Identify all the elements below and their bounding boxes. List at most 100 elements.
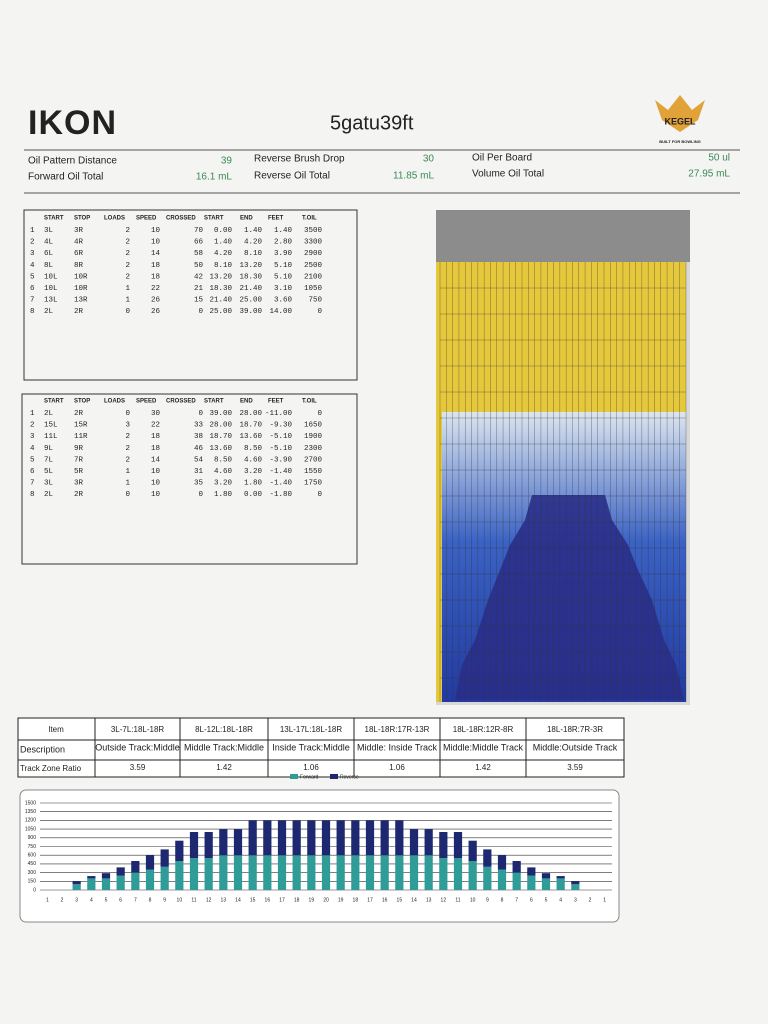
table-cell: -3.90: [269, 456, 292, 464]
lane-oil-front: [440, 262, 686, 412]
column-header: STOP: [74, 399, 90, 405]
x-tick-label: 5: [105, 897, 108, 903]
table-cell: 1550: [304, 468, 323, 476]
table-cell: -1.40: [269, 480, 292, 488]
bar-segment: [145, 869, 155, 890]
x-tick-label: 15: [250, 897, 256, 903]
table-cell: 6R: [74, 250, 84, 258]
bar-segment: [409, 829, 419, 856]
bar-segment: [131, 872, 140, 890]
zone-ratio: 1.06: [389, 763, 405, 772]
table-cell: 6: [30, 468, 35, 476]
x-tick-label: 3: [574, 897, 577, 903]
bar-segment: [527, 875, 536, 890]
table-cell: 7L: [44, 456, 54, 464]
table-cell: 8: [30, 308, 35, 316]
table-cell: 4.60: [214, 468, 233, 476]
table-cell: 7R: [74, 456, 84, 464]
table-cell: 39.00: [209, 410, 232, 418]
column-header: START: [204, 216, 224, 222]
bar-segment: [380, 855, 389, 890]
y-tick-label: 0: [33, 887, 36, 893]
zone-header: 18L-18R:7R-3R: [547, 725, 603, 734]
zone-description: Outside Track:Middle: [95, 742, 180, 752]
column-header: CROSSED: [166, 399, 196, 405]
title: 5gatu39ft: [330, 112, 414, 134]
bar-segment: [160, 849, 169, 867]
zone-header: 8L-12L:18L-18R: [195, 725, 253, 734]
table-cell: 2: [125, 227, 130, 235]
table-cell: 25.00: [209, 308, 232, 316]
x-tick-label: 18: [353, 897, 359, 903]
table-cell: 2: [30, 422, 35, 430]
x-tick-label: 1: [46, 897, 49, 903]
table-cell: 2700: [304, 456, 323, 464]
table-cell: 2.80: [274, 239, 293, 247]
table-cell: 8.10: [214, 262, 233, 270]
tagline: BUILT FOR BOWLING: [659, 139, 700, 144]
bar-segment: [424, 829, 433, 856]
table-cell: 2L: [44, 491, 54, 499]
info-label: Volume Oil Total: [472, 169, 544, 180]
bar-segment: [321, 855, 331, 890]
kegel-emblem: [655, 95, 705, 132]
table-cell: 46: [194, 445, 204, 453]
bar-segment: [483, 866, 492, 890]
table-cell: 1.80: [214, 491, 233, 499]
table-cell: 14.00: [269, 308, 292, 316]
bar-segment: [204, 832, 213, 859]
x-tick-label: 10: [470, 897, 476, 903]
table-cell: 18.30: [209, 285, 232, 293]
table-cell: 0: [317, 308, 322, 316]
x-tick-label: 6: [119, 897, 122, 903]
bar-segment: [72, 884, 81, 890]
lane-graphic: [436, 210, 690, 705]
table-cell: 3.20: [244, 468, 263, 476]
x-tick-label: 9: [486, 897, 489, 903]
x-tick-label: 20: [323, 897, 329, 903]
bar-segment: [395, 820, 404, 856]
bar-segment: [512, 872, 521, 890]
info-label: Forward Oil Total: [28, 172, 103, 183]
table-cell: 28.00: [209, 422, 232, 430]
table-cell: 14: [151, 250, 161, 258]
bar-segment: [336, 855, 345, 890]
table-cell: 3.90: [274, 250, 293, 258]
table-cell: 7: [30, 480, 35, 488]
bar-segment: [571, 884, 580, 890]
table-cell: 10R: [74, 285, 88, 293]
table-cell: 26: [151, 308, 161, 316]
column-header: START: [44, 399, 64, 405]
forward-table-box: [23, 209, 358, 381]
y-tick-label: 1050: [25, 826, 36, 832]
bar-segment: [72, 881, 81, 885]
table-cell: 13.60: [239, 433, 262, 441]
bar-segment: [292, 820, 301, 856]
info-value: 39: [221, 156, 233, 167]
zone-header: 18L-18R:12R-8R: [453, 725, 514, 734]
bar-segment: [219, 855, 228, 890]
x-tick-label: 6: [530, 897, 533, 903]
bar-segment: [571, 881, 580, 885]
info-label: Oil Pattern Distance: [28, 156, 117, 167]
track-zone-table: Item Description Track Zone Ratio 3L-7L:18L…: [17, 717, 625, 778]
x-tick-label: 13: [221, 897, 227, 903]
table-cell: 13.60: [209, 445, 232, 453]
table-cell: 2L: [44, 410, 54, 418]
table-cell: 3.20: [214, 480, 233, 488]
table-cell: 3L: [44, 227, 54, 235]
table-cell: 2: [125, 456, 130, 464]
info-label: Reverse Oil Total: [254, 171, 330, 182]
table-cell: 5.10: [274, 273, 293, 281]
table-cell: 8L: [44, 262, 54, 270]
table-cell: 3L: [44, 480, 54, 488]
x-tick-label: 11: [455, 897, 460, 903]
table-cell: 14: [151, 456, 161, 464]
table-cell: 21: [194, 285, 204, 293]
bar-segment: [453, 858, 463, 890]
table-cell: -1.40: [269, 468, 292, 476]
table-cell: 5L: [44, 468, 54, 476]
table-cell: 3.60: [274, 297, 293, 305]
table-cell: 2R: [74, 308, 84, 316]
column-header: T.OIL: [302, 399, 317, 405]
